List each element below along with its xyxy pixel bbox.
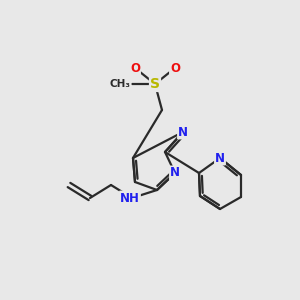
Text: N: N [170,167,180,179]
Text: N: N [178,125,188,139]
Text: O: O [170,61,180,74]
Text: N: N [215,152,225,164]
Text: O: O [130,61,140,74]
Text: S: S [150,77,160,91]
Text: NH: NH [120,191,140,205]
Text: CH₃: CH₃ [110,79,131,89]
